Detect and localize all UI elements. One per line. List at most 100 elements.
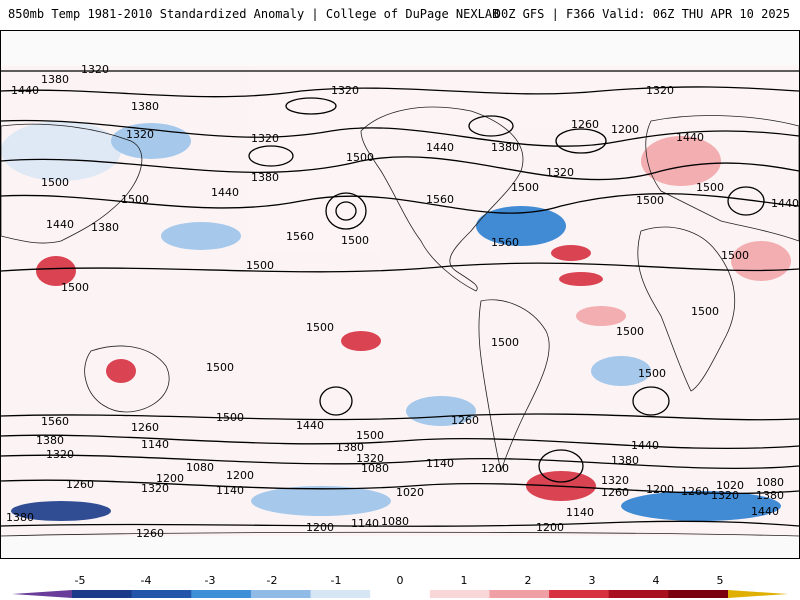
contour-label: 1500 (691, 305, 719, 318)
contour-label: 1380 (336, 441, 364, 454)
cold-patch (1, 121, 121, 181)
contour-label: 1380 (251, 171, 279, 184)
colorbar-segment (131, 590, 192, 598)
anomaly-map: 1320 1380 1440 1320 1380 1320 1320 1380 … (0, 30, 800, 559)
contour-label: 1500 (41, 176, 69, 189)
eurasia-outline (645, 115, 799, 242)
colorbar-tick: 0 (396, 574, 404, 587)
contour-label: 1200 (156, 472, 184, 485)
height-contours (1, 69, 799, 527)
colorbar-right-arrow (728, 590, 788, 598)
contour-label: 1500 (491, 336, 519, 349)
contour-line (1, 479, 799, 495)
colorbar-tick: -3 (204, 574, 216, 587)
warm-patch (641, 136, 721, 186)
contour-label: 1380 (611, 454, 639, 467)
cold-patch (591, 356, 651, 386)
contour-label: 1440 (631, 439, 659, 452)
contour-label: 1200 (226, 469, 254, 482)
colorbar-left-arrow (12, 590, 72, 598)
colorbar (12, 590, 788, 598)
colorbar-segment (429, 590, 490, 598)
closed-contour (632, 386, 670, 416)
warm-patch (106, 359, 136, 383)
contour-labels: 1320 1380 1440 1320 1380 1320 1320 1380 … (6, 63, 799, 540)
contour-label: 1440 (751, 505, 779, 518)
antarctica-outline (1, 531, 799, 537)
contour-label: 1380 (491, 141, 519, 154)
contour-label: 1320 (601, 474, 629, 487)
contour-label: 1500 (511, 181, 539, 194)
colorbar-segment (191, 590, 252, 598)
contour-label: 1500 (246, 259, 274, 272)
contour-label: 1380 (756, 489, 784, 502)
contour-label: 1500 (346, 151, 374, 164)
contour-line (1, 156, 799, 181)
contour-label: 1200 (306, 521, 334, 534)
contour-label: 1320 (646, 84, 674, 97)
contour-label: 1380 (131, 100, 159, 113)
contour-label: 1320 (331, 84, 359, 97)
colorbar-tick: 2 (524, 574, 532, 587)
contour-label: 1320 (46, 448, 74, 461)
contour-label: 1260 (66, 478, 94, 491)
colorbar-segment (310, 590, 371, 598)
contour-label: 1560 (491, 236, 519, 249)
cold-patch (161, 222, 241, 250)
contour-label: 1140 (566, 506, 594, 519)
africa-outline (637, 226, 736, 392)
contour-label: 1080 (361, 462, 389, 475)
colorbar-segment (489, 590, 550, 598)
contour-label: 1380 (36, 434, 64, 447)
contour-label: 1320 (81, 63, 109, 76)
cold-patch (251, 486, 391, 516)
colorbar-segment (72, 590, 133, 598)
contour-label: 1320 (251, 132, 279, 145)
map-title: 850mb Temp 1981-2010 Standardized Anomal… (8, 7, 500, 21)
contour-label: 1500 (356, 429, 384, 442)
contour-label: 1500 (121, 193, 149, 206)
contour-label: 1440 (296, 419, 324, 432)
contour-label: 1560 (426, 193, 454, 206)
contour-label: 1440 (426, 141, 454, 154)
contour-label: 1500 (616, 325, 644, 338)
warm-patch (551, 245, 591, 261)
contour-label: 1440 (11, 84, 39, 97)
contour-label: 1320 (141, 482, 169, 495)
contour-label: 1500 (206, 361, 234, 374)
colorbar-tick: 4 (652, 574, 660, 587)
contour-label: 1140 (426, 457, 454, 470)
contour-line (1, 454, 799, 470)
contour-line (1, 262, 799, 273)
cold-patch (406, 396, 476, 426)
contour-label: 1500 (638, 367, 666, 380)
contour-label: 1560 (286, 230, 314, 243)
colorbar-tick: -1 (330, 574, 342, 587)
contour-label: 1440 (676, 131, 704, 144)
closed-contour (335, 201, 357, 221)
colorbar-tick: -5 (74, 574, 86, 587)
warm-patch (341, 331, 381, 351)
closed-contour (555, 128, 607, 154)
contour-label: 1260 (571, 118, 599, 131)
contour-label: 1500 (636, 194, 664, 207)
south-america-outline (478, 299, 550, 473)
closed-contour (538, 449, 584, 483)
closed-contour (319, 386, 353, 416)
header: 850mb Temp 1981-2010 Standardized Anomal… (0, 0, 800, 30)
map-canvas: 1320 1380 1440 1320 1380 1320 1320 1380 … (1, 63, 799, 540)
warm-patch (559, 272, 603, 286)
contour-label: 1500 (216, 411, 244, 424)
contour-label: 1140 (216, 484, 244, 497)
contour-label: 1320 (711, 489, 739, 502)
contour-label: 1380 (41, 73, 69, 86)
contour-label: 1260 (136, 527, 164, 540)
contour-line (1, 434, 799, 450)
colorbar-segment (608, 590, 669, 598)
model-run-info: 00Z GFS | F366 Valid: 06Z THU APR 10 202… (493, 7, 790, 21)
contour-label: 1200 (481, 462, 509, 475)
contour-label: 1080 (381, 515, 409, 528)
australia-outline (84, 345, 170, 413)
contour-label: 1260 (681, 485, 709, 498)
colorbar-ticks: -5 -4 -3 -2 -1 0 1 2 3 4 5 (0, 574, 800, 588)
